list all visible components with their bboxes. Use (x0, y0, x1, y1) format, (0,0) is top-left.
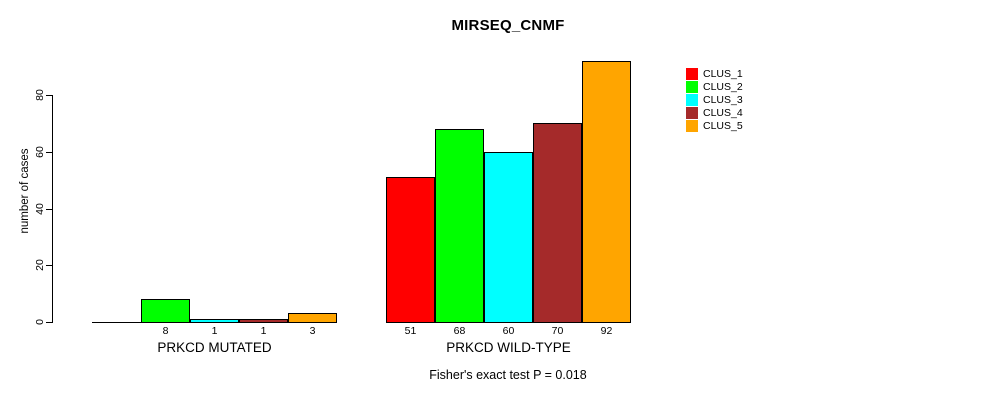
bar-value-label: 68 (453, 325, 466, 337)
y-axis-tick-label: 0 (34, 319, 46, 325)
x-axis-group-label: PRKCD WILD-TYPE (446, 340, 571, 355)
legend-item-label: CLUS_2 (703, 80, 743, 93)
y-axis-tick (46, 95, 52, 96)
bar-clus-2-prkcd-mutated (141, 299, 190, 323)
y-axis-tick-label: 40 (34, 203, 46, 215)
legend-item-label: CLUS_4 (703, 106, 743, 119)
legend-item-label: CLUS_5 (703, 119, 743, 132)
y-axis-line (52, 95, 53, 323)
y-axis-tick (46, 152, 52, 153)
bar-clus-4-prkcd-wild-type (533, 123, 582, 323)
legend-swatch-clus-3 (686, 93, 698, 106)
y-axis-tick (46, 322, 52, 323)
bar-clus-3-prkcd-wild-type (484, 152, 533, 323)
y-axis-tick-label: 20 (34, 259, 46, 271)
bar-value-label: 60 (502, 325, 515, 337)
bar-clus-5-prkcd-mutated (288, 313, 337, 323)
fisher-test-annotation: Fisher's exact test P = 0.018 (429, 368, 587, 382)
bar-clus-3-prkcd-mutated (190, 319, 239, 323)
y-axis-tick (46, 265, 52, 266)
legend-swatch-clus-2 (686, 80, 698, 93)
legend-swatch-clus-4 (686, 106, 698, 119)
bar-value-label: 70 (551, 325, 564, 337)
y-axis-tick-label: 60 (34, 146, 46, 158)
bar-clus-1-prkcd-wild-type (386, 177, 435, 323)
legend-item-label: CLUS_1 (703, 67, 743, 80)
legend-item-label: CLUS_3 (703, 93, 743, 106)
legend: CLUS_1 CLUS_2 CLUS_3 CLUS_4 CLUS_5 (686, 67, 743, 132)
bar-value-label: 3 (309, 325, 316, 337)
legend-item: CLUS_2 (686, 80, 743, 93)
bar-clus-4-prkcd-mutated (239, 319, 288, 323)
bar-clus-5-prkcd-wild-type (582, 61, 631, 323)
legend-item: CLUS_3 (686, 93, 743, 106)
bar-value-label: 92 (600, 325, 613, 337)
chart-title: MIRSEQ_CNMF (451, 17, 565, 34)
bar-value-label: 1 (260, 325, 267, 337)
legend-swatch-clus-5 (686, 119, 698, 132)
legend-item: CLUS_4 (686, 106, 743, 119)
bar-value-label: 1 (211, 325, 218, 337)
legend-item: CLUS_5 (686, 119, 743, 132)
legend-item: CLUS_1 (686, 67, 743, 80)
y-axis-tick (46, 209, 52, 210)
bar-value-label: 51 (404, 325, 417, 337)
y-axis-tick-label: 80 (34, 89, 46, 101)
legend-swatch-clus-1 (686, 67, 698, 80)
x-axis-group-label: PRKCD MUTATED (157, 340, 272, 355)
bar-value-label: 8 (162, 325, 169, 337)
bar-clus-2-prkcd-wild-type (435, 129, 484, 323)
